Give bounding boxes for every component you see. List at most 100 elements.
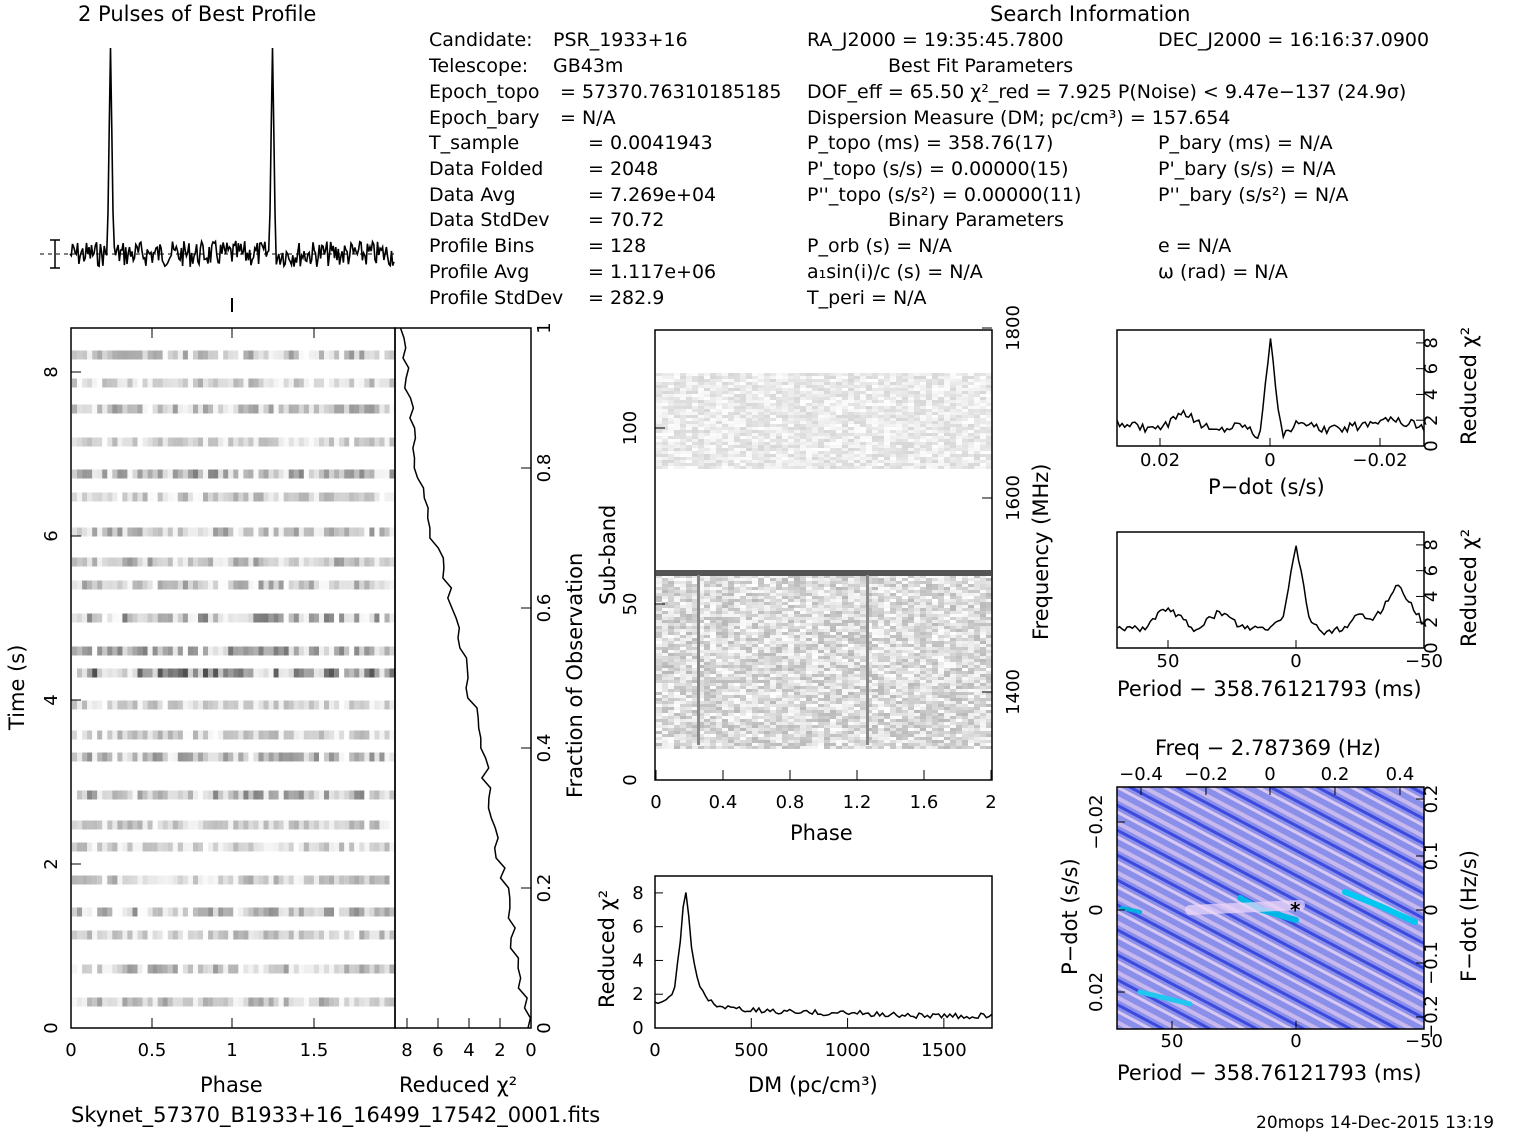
time-phase-cell [308,700,315,710]
time-phase-cell [142,875,148,885]
subband-cell [950,632,956,635]
subband-cell [716,442,722,445]
time-phase-cell [359,842,365,852]
time-phase-cell [243,668,249,678]
time-phase-cell [72,646,78,656]
time-phase-cell [268,668,274,678]
time-phase-cell [313,730,320,740]
subband-cell [980,608,986,611]
subband-cell [872,620,878,623]
subband-cell [938,650,944,653]
subband-cell [770,454,776,457]
time-phase-cell [293,700,299,710]
chi2-time-line [399,327,532,1029]
time-phase-cell [243,907,249,917]
time-phase-cell [273,907,279,917]
info-dataavg-key: Data Avg [429,184,516,206]
subband-cell [842,439,848,442]
time-phase-cell [218,964,224,974]
subband-cell [914,421,920,424]
time-phase-cell [132,700,138,710]
subband-cell [824,373,830,376]
subband-cell [956,397,962,400]
subband-cell [686,587,692,590]
time-phase-cell [208,492,214,502]
time-phase-cell [248,907,254,917]
time-phase-cell [152,997,158,1007]
profile-title: 2 Pulses of Best Profile [78,2,316,26]
subband-cell [770,439,776,442]
subband-cell [806,442,812,445]
chi2-time-ytick: 1 [534,322,555,333]
subband-cell [872,376,878,379]
subband-cell [824,406,830,409]
subband-cell [830,578,836,581]
time-phase-cell [162,668,168,678]
time-phase-cell [313,404,320,414]
subband-cell [770,593,776,596]
subband-cell [926,427,932,430]
time-phase-cell [303,378,309,388]
subband-cell [980,412,986,415]
subband-cell [692,451,698,454]
subband-cell [686,418,692,421]
subband-cell [914,406,920,409]
subband-cell [824,436,830,439]
subband-cell [806,427,812,430]
subband-cell [848,379,854,382]
subband-cell [782,635,788,638]
time-phase-cell [298,997,304,1007]
subband-cell [794,424,800,427]
subband-cell [806,454,812,457]
time-phase-cell [273,668,279,678]
subband-cell [980,394,986,397]
subband-cell [734,653,740,656]
subband-cell [734,575,740,578]
subband-cell [716,457,722,460]
time-phase-cell [283,730,289,740]
subband-cell [704,376,710,379]
subband-cell [686,430,692,433]
subband-cell [812,406,818,409]
subband-cell [920,376,926,379]
time-phase-cell [248,469,254,479]
subband-cell [686,638,692,641]
subband-cell [902,394,908,397]
search-info-title: Search Information [990,2,1190,26]
subband-cell [860,593,866,596]
subband-cell [836,596,842,599]
time-phase-cell [374,350,380,360]
time-phase-cell [349,469,355,479]
time-phase-cell [187,752,194,762]
subband-cell [908,581,914,584]
subband-cell [848,385,854,388]
subband-cell [974,644,980,647]
time-phase-cell [339,820,345,830]
subband-cell [830,412,836,415]
subband-cell [968,409,974,412]
time-phase-cell [389,875,395,885]
subband-cell [830,656,836,659]
subband-cell [890,448,896,451]
subband-cell [854,382,860,385]
subband-cell [848,460,854,463]
subband-cell [710,578,716,581]
time-phase-cell [92,404,98,414]
subband-cell [824,593,830,596]
time-phase-cell [243,580,249,590]
subband-cell [698,596,704,599]
subband-cell [680,433,686,436]
time-phase-cell [303,964,309,974]
subband-cell [788,424,794,427]
subband-cell [710,605,716,608]
subband-cell [830,608,836,611]
time-phase-cell [228,527,234,537]
time-phase-cell [198,668,204,678]
subband-cell [812,376,818,379]
subband-cell [806,659,812,662]
subband-cell [944,623,950,626]
subband-cell [932,442,938,445]
time-phase-cell [253,875,259,885]
subband-cell [770,451,776,454]
subband-cell [878,593,884,596]
